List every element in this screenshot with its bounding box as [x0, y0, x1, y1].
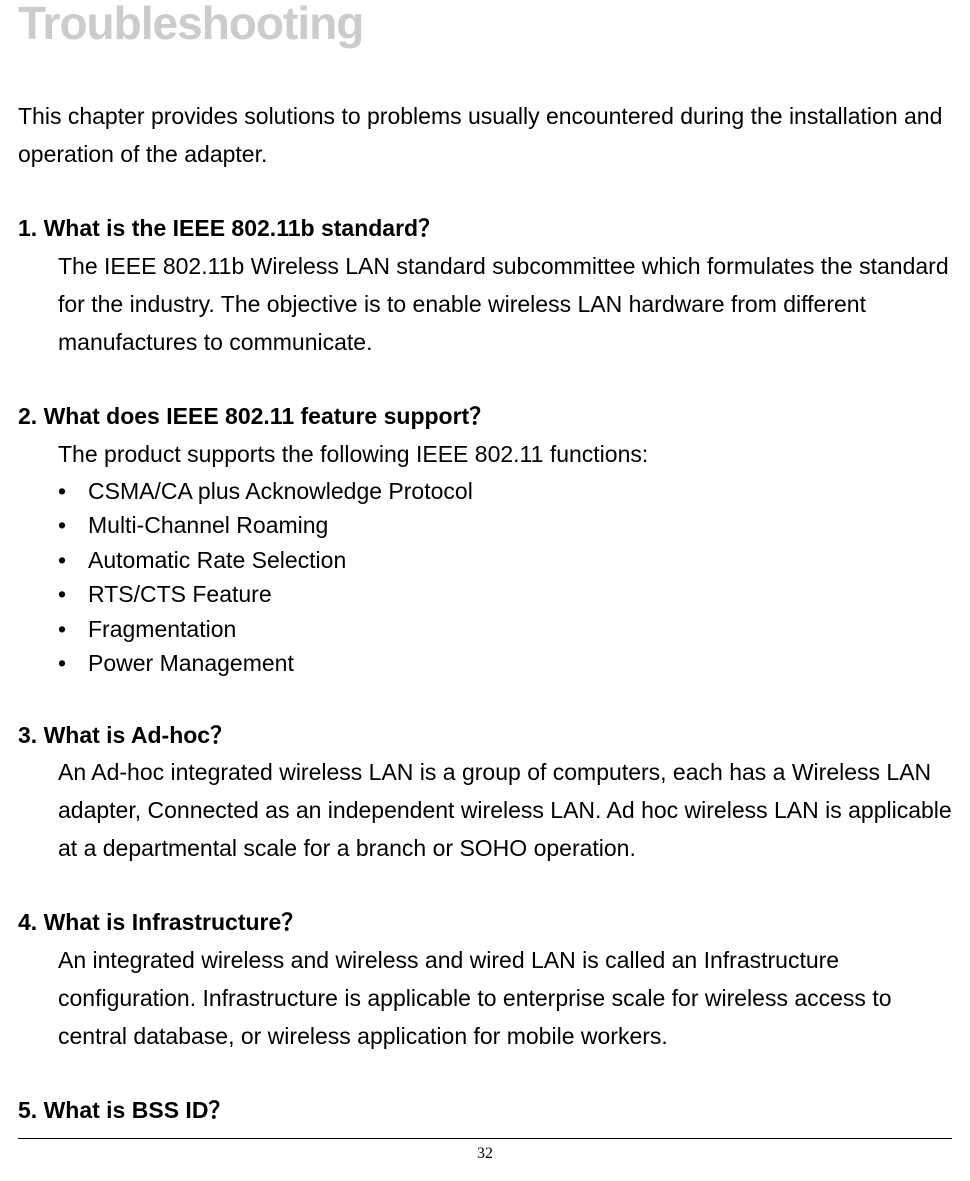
- answer-4: An integrated wireless and wireless and …: [18, 942, 952, 1056]
- answer-2-intro: The product supports the following IEEE …: [18, 436, 952, 474]
- answer-1: The IEEE 802.11b Wireless LAN standard s…: [18, 248, 952, 362]
- question-3: 3. What is Ad-hoc？: [18, 717, 952, 755]
- list-item: Power Management: [58, 646, 952, 681]
- intro-paragraph: This chapter provides solutions to probl…: [18, 98, 952, 174]
- question-1: 1. What is the IEEE 802.11b standard？: [18, 210, 952, 248]
- list-item: RTS/CTS Feature: [58, 577, 952, 612]
- page-footer: 32: [18, 1138, 952, 1163]
- list-item: Automatic Rate Selection: [58, 543, 952, 578]
- list-item: Multi-Channel Roaming: [58, 508, 952, 543]
- list-item: CSMA/CA plus Acknowledge Protocol: [58, 474, 952, 509]
- question-2: 2. What does IEEE 802.11 feature support…: [18, 398, 952, 436]
- answer-2-list: CSMA/CA plus Acknowledge Protocol Multi-…: [18, 474, 952, 681]
- question-4: 4. What is Infrastructure？: [18, 904, 952, 942]
- list-item: Fragmentation: [58, 612, 952, 647]
- question-5: 5. What is BSS ID？: [18, 1092, 952, 1130]
- page-number: 32: [477, 1145, 493, 1162]
- page-heading: Troubleshooting: [18, 0, 952, 50]
- answer-3: An Ad-hoc integrated wireless LAN is a g…: [18, 754, 952, 868]
